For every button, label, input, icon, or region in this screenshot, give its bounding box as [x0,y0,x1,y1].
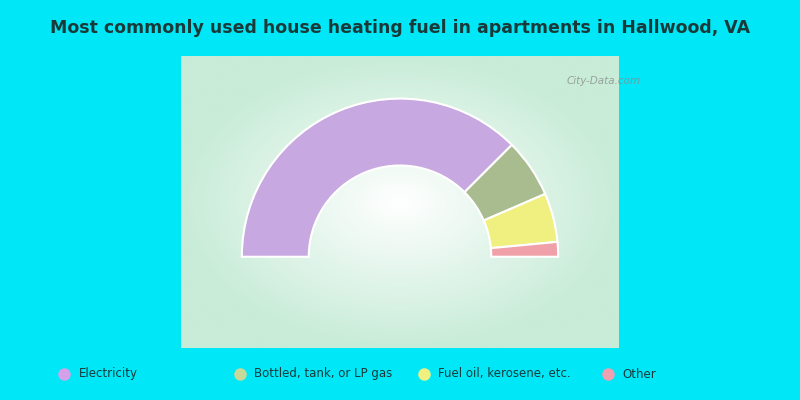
Text: Most commonly used house heating fuel in apartments in Hallwood, VA: Most commonly used house heating fuel in… [50,19,750,37]
Text: Electricity: Electricity [78,368,138,380]
Text: Bottled, tank, or LP gas: Bottled, tank, or LP gas [254,368,393,380]
Text: Fuel oil, kerosene, etc.: Fuel oil, kerosene, etc. [438,368,571,380]
Text: Other: Other [622,368,656,380]
Wedge shape [465,145,545,220]
Wedge shape [484,194,558,248]
Wedge shape [491,242,558,257]
Text: City-Data.com: City-Data.com [566,76,641,86]
Wedge shape [242,98,512,257]
